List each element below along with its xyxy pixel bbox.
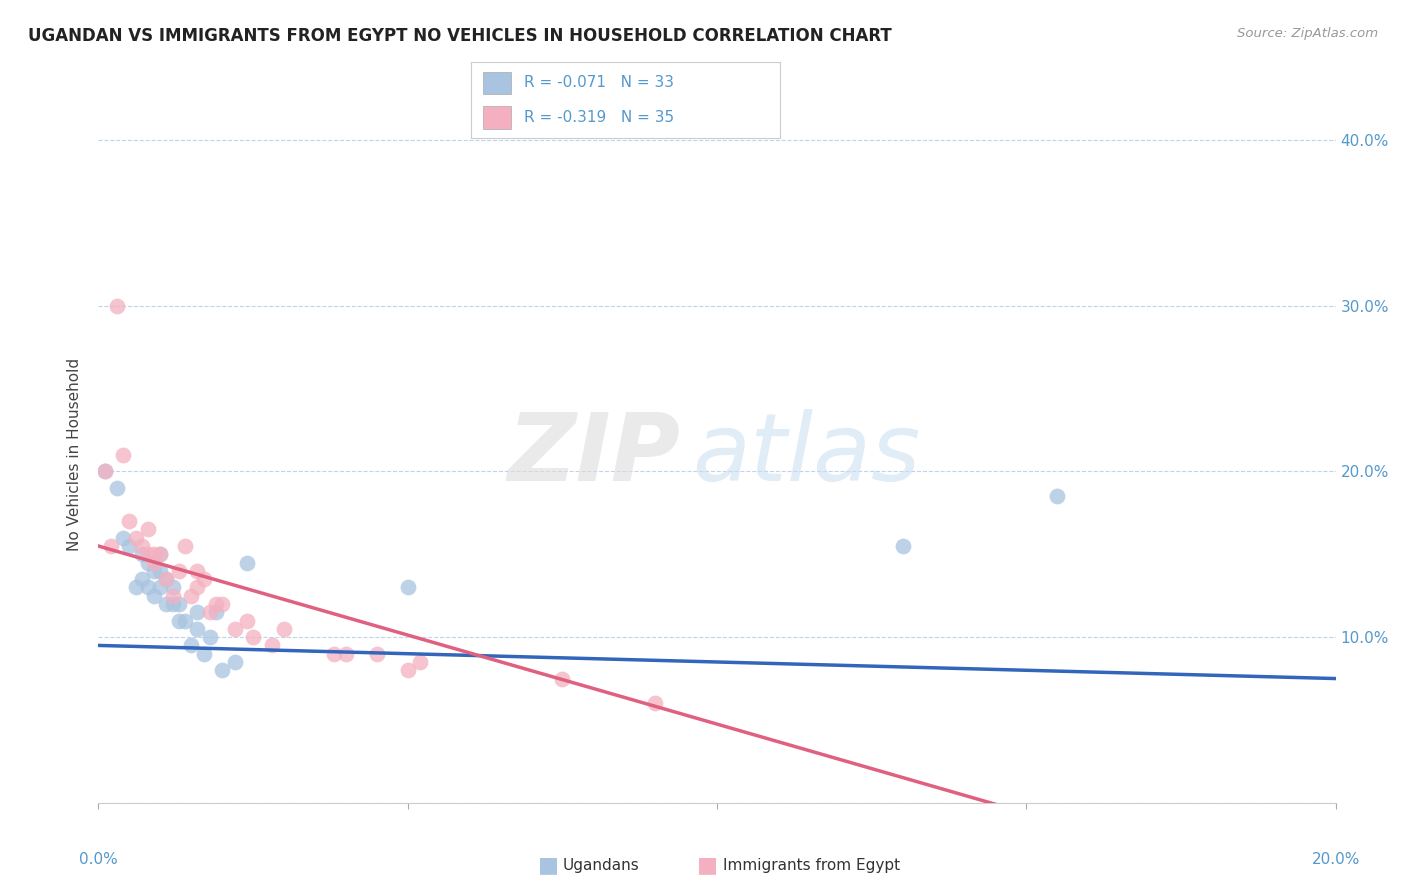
Point (167, 564, 190, 578)
Point (112, 448, 135, 462)
Point (409, 655, 432, 669)
Point (236, 614, 259, 628)
Point (105, 481, 128, 495)
Point (131, 539, 153, 553)
Point (224, 622, 246, 636)
Point (236, 556, 259, 570)
Point (143, 556, 166, 570)
Point (112, 531, 135, 545)
Point (335, 647, 357, 661)
Point (155, 572, 177, 586)
Point (105, 299, 128, 313)
Y-axis label: No Vehicles in Household: No Vehicles in Household (67, 359, 83, 551)
Point (211, 663, 233, 677)
Point (193, 572, 215, 586)
Point (174, 614, 197, 628)
Point (396, 663, 419, 677)
Point (198, 605, 221, 619)
Point (242, 630, 264, 644)
Point (149, 547, 172, 561)
Point (136, 523, 159, 537)
Point (143, 564, 166, 578)
Text: Source: ZipAtlas.com: Source: ZipAtlas.com (1237, 27, 1378, 40)
Point (186, 581, 208, 595)
Point (155, 597, 177, 611)
Point (193, 647, 215, 661)
Point (131, 572, 153, 586)
Text: Immigrants from Egypt: Immigrants from Egypt (723, 858, 900, 872)
Point (149, 564, 172, 578)
Point (205, 597, 228, 611)
Point (186, 605, 208, 619)
Point (162, 581, 184, 595)
Point (366, 647, 388, 661)
Point (891, 539, 914, 553)
Point (124, 531, 146, 545)
Point (93, 465, 115, 479)
Point (118, 514, 141, 528)
Point (149, 547, 172, 561)
Point (180, 589, 202, 603)
Point (211, 597, 233, 611)
Point (186, 622, 208, 636)
Point (180, 639, 202, 653)
Text: R = -0.071   N = 33: R = -0.071 N = 33 (523, 76, 673, 90)
Point (260, 639, 283, 653)
Point (174, 539, 197, 553)
Point (551, 672, 574, 686)
Point (100, 539, 122, 553)
FancyBboxPatch shape (484, 71, 512, 95)
Point (155, 572, 177, 586)
Text: R = -0.319   N = 35: R = -0.319 N = 35 (523, 111, 673, 125)
Point (224, 655, 246, 669)
Point (162, 589, 184, 603)
Point (136, 547, 159, 561)
Text: ■: ■ (538, 855, 558, 875)
Text: ■: ■ (697, 855, 717, 875)
Text: UGANDAN VS IMMIGRANTS FROM EGYPT NO VEHICLES IN HOUSEHOLD CORRELATION CHART: UGANDAN VS IMMIGRANTS FROM EGYPT NO VEHI… (28, 27, 891, 45)
Text: 0.0%: 0.0% (79, 853, 118, 868)
Text: 20.0%: 20.0% (1312, 853, 1360, 868)
Point (396, 581, 419, 595)
Point (167, 614, 190, 628)
Point (322, 647, 344, 661)
Point (93, 465, 115, 479)
Point (118, 539, 141, 553)
Point (136, 556, 159, 570)
Point (124, 581, 146, 595)
FancyBboxPatch shape (484, 106, 512, 129)
Text: ZIP: ZIP (508, 409, 681, 501)
Point (198, 630, 221, 644)
Point (186, 564, 208, 578)
Point (1046, 489, 1069, 503)
Point (273, 622, 295, 636)
Point (131, 547, 153, 561)
Point (143, 547, 166, 561)
Point (167, 597, 190, 611)
Text: atlas: atlas (692, 409, 921, 500)
Point (136, 581, 159, 595)
Point (162, 597, 184, 611)
Point (143, 589, 166, 603)
Point (205, 605, 228, 619)
Point (644, 697, 666, 711)
Text: Ugandans: Ugandans (562, 858, 640, 872)
Point (149, 581, 172, 595)
